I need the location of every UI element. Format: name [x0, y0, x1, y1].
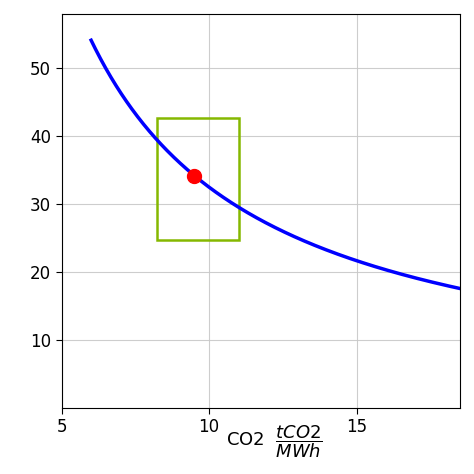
- Bar: [157, 118, 238, 240]
- Text: CO2  $\dfrac{\it{tCO2}}{\it{MWh}}$: CO2 $\dfrac{\it{tCO2}}{\it{MWh}}$: [227, 423, 323, 460]
- Point: [191, 172, 198, 179]
